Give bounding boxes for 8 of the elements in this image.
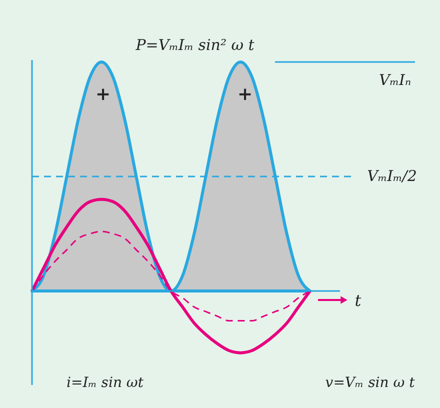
text: v=Vₘ sin ω t — [325, 375, 416, 391]
ref-line-label: VₘIₙ — [378, 71, 412, 89]
annotation: + — [237, 84, 253, 105]
x-axis-title: t — [354, 291, 362, 310]
text: i=Iₘ sin ωt — [66, 375, 144, 391]
ref-line-label: VₘIₘ/2 — [367, 167, 417, 185]
annotation: + — [95, 84, 111, 105]
text: P=VₘIₘ sin² ω t — [134, 36, 256, 54]
